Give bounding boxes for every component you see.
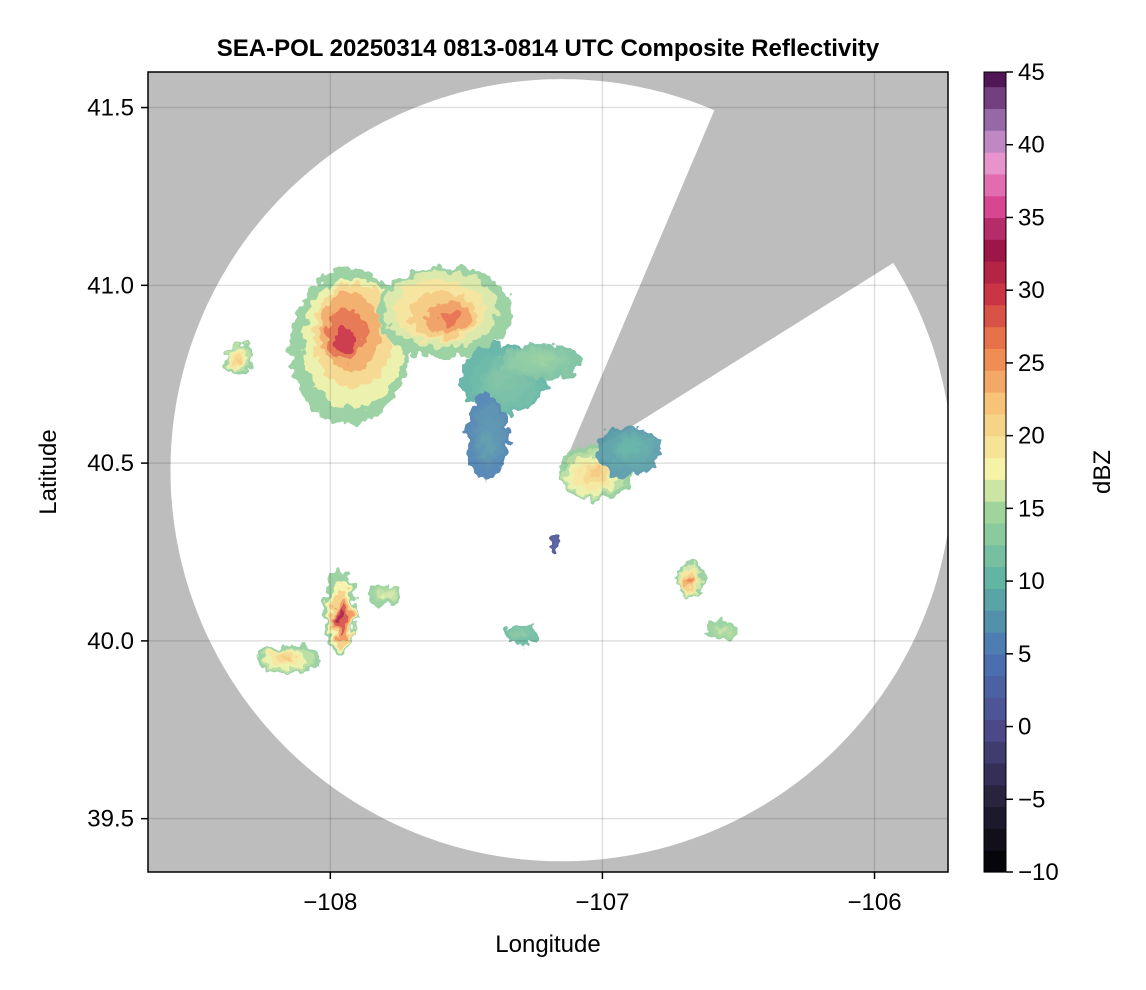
colorbar-band — [984, 566, 1006, 589]
echo-cell — [500, 343, 582, 380]
colorbar-band — [984, 653, 1006, 677]
colorbar-tick-label: 10 — [1018, 568, 1045, 595]
colorbar-band — [984, 392, 1006, 415]
echo-cell — [323, 569, 357, 655]
colorbar-band — [984, 719, 1006, 742]
echo-cell — [225, 342, 253, 379]
colorbar-band — [984, 130, 1006, 153]
colorbar-tick-label: 0 — [1018, 714, 1031, 741]
colorbar-band — [984, 304, 1006, 328]
colorbar-label: dBZ — [1089, 450, 1116, 494]
echo-contour — [687, 576, 693, 583]
echo-contour — [719, 627, 725, 632]
colorbar-band — [984, 195, 1006, 219]
echo-contour — [438, 309, 462, 325]
x-tick-label: −107 — [575, 889, 629, 916]
colorbar-band — [984, 239, 1006, 262]
plot-area — [148, 72, 948, 872]
echo-contour — [236, 358, 241, 365]
y-tick-label: 41.0 — [87, 272, 134, 299]
colorbar-tick-label: 40 — [1018, 132, 1045, 159]
colorbar-tick-label: −5 — [1018, 786, 1045, 813]
colorbar-tick-label: −10 — [1018, 859, 1059, 886]
echo-cell — [550, 533, 562, 555]
colorbar-tick-label: 35 — [1018, 204, 1045, 231]
y-tick-label: 39.5 — [87, 806, 134, 833]
colorbar-band — [984, 544, 1006, 568]
colorbar-band — [984, 479, 1006, 502]
colorbar-band — [984, 741, 1006, 764]
echo-contour — [282, 655, 294, 661]
echo-contour — [555, 543, 558, 547]
echo-cell — [465, 394, 510, 481]
colorbar-band — [984, 217, 1006, 240]
y-tick-label: 41.5 — [87, 95, 134, 122]
x-axis-ticks: −108 −107 −106 — [303, 872, 902, 916]
echo-contour — [590, 466, 604, 477]
echo-cell — [505, 623, 539, 646]
y-axis-label: Latitude — [35, 429, 62, 514]
colorbar-ticks: −10 −5 0 5 10 15 20 25 30 35 40 45 — [1006, 59, 1059, 886]
colorbar-tick-label: 45 — [1018, 59, 1045, 86]
echo-contour — [622, 444, 633, 453]
colorbar-band — [984, 348, 1006, 371]
echo-contour — [536, 357, 550, 363]
colorbar-frame — [983, 71, 1007, 873]
echo-contour — [518, 633, 524, 637]
colorbar-tick-label: 30 — [1018, 277, 1045, 304]
colorbar-band — [984, 86, 1006, 109]
echo-contour — [334, 327, 355, 354]
colorbar-band — [984, 610, 1006, 633]
grid-lines — [148, 72, 948, 872]
colorbar-band — [984, 501, 1006, 524]
colorbar — [983, 71, 1007, 873]
colorbar-band — [984, 522, 1006, 546]
colorbar-band — [984, 108, 1006, 131]
colorbar-band — [984, 173, 1006, 197]
colorbar-band — [984, 784, 1006, 808]
colorbar-band — [984, 762, 1006, 786]
colorbar-band — [984, 326, 1006, 349]
colorbar-band — [984, 282, 1006, 306]
echo-cell — [677, 560, 705, 597]
colorbar-band — [984, 828, 1006, 851]
echo-cell — [595, 426, 661, 476]
colorbar-band — [984, 806, 1006, 829]
colorbar-band — [984, 435, 1006, 459]
colorbar-band — [984, 697, 1006, 720]
colorbar-band — [984, 152, 1006, 175]
echo-contour — [381, 593, 387, 598]
colorbar-tick-label: 20 — [1018, 423, 1045, 450]
x-tick-label: −106 — [847, 889, 901, 916]
y-axis-ticks: 39.5 40.0 40.5 41.0 41.5 — [87, 95, 148, 833]
colorbar-tick-label: 15 — [1018, 495, 1045, 522]
echo-contour — [493, 372, 509, 384]
x-tick-label: −108 — [303, 889, 357, 916]
colorbar-band — [984, 850, 1006, 873]
colorbar-band — [984, 370, 1006, 393]
echo-cell — [367, 584, 400, 606]
echo-layer — [225, 265, 738, 674]
colorbar-band — [984, 72, 1006, 88]
colorbar-tick-label: 25 — [1018, 350, 1045, 377]
echo-cell — [256, 645, 322, 674]
y-tick-label: 40.5 — [87, 450, 134, 477]
echo-cell — [704, 620, 738, 642]
plot-frame — [147, 71, 949, 873]
echo-contour — [482, 435, 491, 450]
colorbar-band — [984, 632, 1006, 655]
colorbar-band — [984, 413, 1006, 437]
echo-contour — [337, 606, 343, 621]
colorbar-band — [984, 675, 1006, 699]
colorbar-band — [984, 457, 1006, 480]
colorbar-tick-label: 5 — [1018, 641, 1031, 668]
chart-title: SEA-POL 20250314 0813-0814 UTC Composite… — [217, 35, 880, 62]
x-axis-label: Longitude — [495, 931, 600, 958]
y-tick-label: 40.0 — [87, 628, 134, 655]
echo-cell — [377, 265, 514, 359]
colorbar-band — [984, 261, 1006, 284]
colorbar-band — [984, 588, 1006, 611]
